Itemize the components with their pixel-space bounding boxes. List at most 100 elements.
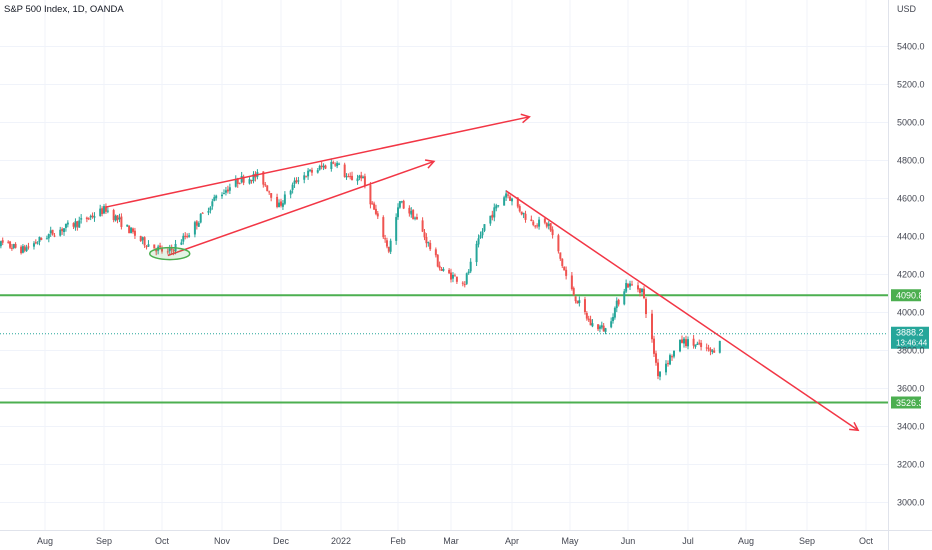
candle-body: [434, 249, 437, 256]
y-tick-label: 4800.0: [897, 156, 925, 166]
candle-body: [228, 187, 231, 191]
candle-body: [266, 185, 269, 192]
candle-body: [21, 246, 24, 253]
candle-body: [617, 299, 620, 305]
candle-body: [318, 165, 321, 170]
candle-body: [481, 231, 484, 236]
candle-body: [53, 235, 56, 237]
candle-body: [549, 223, 552, 231]
candle-body: [25, 247, 28, 251]
candle-body: [106, 210, 109, 212]
candle-body: [665, 363, 667, 373]
last-price-tag: [891, 326, 929, 349]
candle-body: [222, 193, 225, 195]
y-tick-label: 5400.0: [897, 42, 925, 52]
candle-body: [89, 216, 92, 218]
candle-body: [397, 207, 399, 218]
candle-body: [685, 339, 687, 347]
candle-body: [669, 355, 671, 365]
candle-body: [503, 197, 506, 206]
y-tick-label: 3200.0: [897, 460, 925, 470]
last-price-countdown: 13:46:44: [896, 339, 928, 348]
candle-body: [270, 193, 273, 198]
y-tick-label: 3800.0: [897, 346, 925, 356]
candle-body: [713, 350, 716, 353]
candle-body: [645, 299, 647, 315]
candle-body: [591, 323, 594, 327]
candle-body: [38, 236, 41, 242]
candle-body: [520, 211, 523, 215]
candle-body: [707, 347, 710, 349]
currency-label: USD: [897, 4, 917, 14]
candle-body: [291, 184, 294, 190]
candle-body: [543, 218, 546, 223]
candle-body: [320, 165, 323, 167]
y-tick-label: 3600.0: [897, 384, 925, 394]
candle-body: [629, 283, 631, 287]
candle-body: [27, 246, 30, 248]
candle-body: [280, 201, 282, 206]
candle-body: [281, 203, 284, 207]
candle-body: [495, 205, 498, 209]
candle-body: [360, 175, 363, 179]
candle-body: [168, 248, 171, 252]
candle-body: [276, 196, 279, 207]
grid: [0, 0, 888, 530]
candle-body: [385, 240, 388, 247]
candle-body: [547, 223, 550, 226]
candle-body: [297, 180, 300, 182]
candle-body: [347, 176, 350, 178]
candle-body: [132, 228, 134, 232]
candle-body: [467, 271, 470, 274]
candle-body: [199, 213, 202, 223]
candle-body: [612, 317, 615, 322]
candle-body: [343, 164, 346, 177]
last-price-value: 3888.2: [896, 328, 924, 338]
candle-body: [159, 245, 162, 248]
candles: [0, 158, 721, 381]
candle-body: [207, 211, 210, 213]
x-tick-label: Nov: [214, 536, 231, 546]
candle-body: [565, 269, 568, 276]
candle-body: [557, 235, 560, 252]
candle-body: [653, 338, 655, 354]
candle-body: [509, 196, 512, 201]
candle-body: [36, 242, 39, 244]
candle-body: [143, 237, 146, 246]
candle-body: [572, 288, 575, 296]
candle-body: [551, 229, 554, 236]
candle-body: [578, 300, 581, 304]
candle-body: [215, 195, 218, 199]
candle-body: [161, 247, 163, 252]
y-tick-label: 4600.0: [897, 194, 925, 204]
level-label: 4090.8: [896, 291, 924, 301]
candle-body: [615, 300, 618, 309]
trendline: [105, 116, 530, 208]
candle-body: [351, 175, 354, 181]
candle-body: [453, 275, 456, 277]
candle-body: [180, 242, 183, 245]
candle-body: [536, 225, 539, 227]
candle-body: [589, 319, 592, 326]
candle-body: [213, 197, 216, 201]
candle-body: [587, 318, 590, 320]
candle-body: [583, 299, 586, 313]
candle-body: [425, 237, 428, 244]
candle-body: [240, 175, 243, 183]
candle-body: [574, 296, 577, 302]
candle-body: [130, 227, 133, 233]
candle-body: [696, 343, 699, 345]
candle-body: [49, 230, 52, 234]
candle-body: [126, 224, 129, 227]
candle-body: [356, 178, 359, 182]
trendline: [167, 160, 435, 257]
candle-body: [627, 283, 629, 288]
candle-body: [87, 218, 90, 220]
candle-body: [182, 235, 185, 242]
candle-body: [448, 269, 451, 274]
candle-body: [209, 207, 212, 211]
candle-body: [45, 238, 48, 240]
candle-body: [389, 240, 392, 252]
candle-body: [398, 201, 401, 208]
